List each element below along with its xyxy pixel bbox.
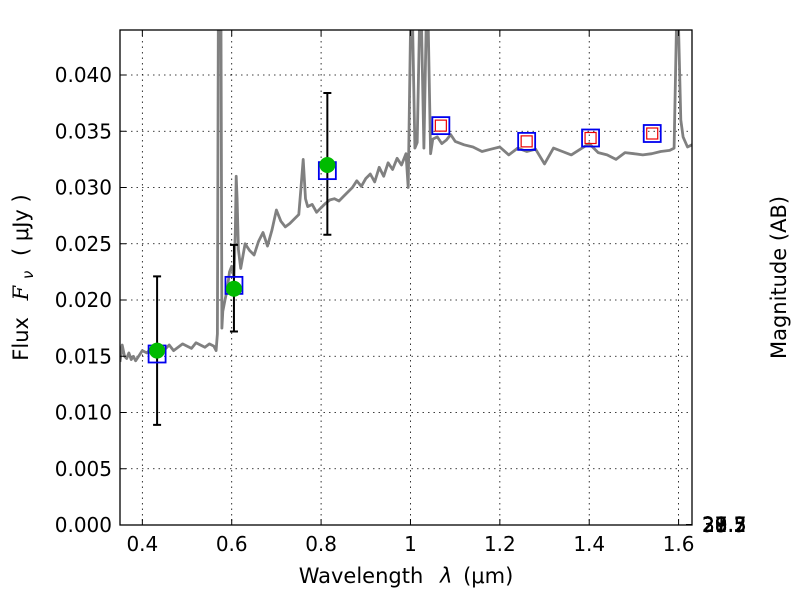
y-tick-label: 0.030 <box>55 176 112 200</box>
model-band-square-inner <box>520 135 533 148</box>
y2-tick-label: 31 <box>702 513 727 537</box>
y-tick-label: 0.010 <box>55 401 112 425</box>
x-tick-label: 1 <box>404 532 417 556</box>
x-tick-label: 1.2 <box>484 532 516 556</box>
plot-area <box>120 30 692 426</box>
y-axis-title-symbol: F <box>9 284 33 301</box>
observed-point <box>225 280 242 297</box>
y-axis-title: Flux F ν ( μJy ) <box>9 194 38 360</box>
y-tick-label: 0.040 <box>55 63 112 87</box>
x-axis-title: Wavelength λ (μm) <box>299 564 514 588</box>
y-tick-label: 0.025 <box>55 232 112 256</box>
model-band-square <box>642 124 662 143</box>
x-tick-label: 1.6 <box>663 532 695 556</box>
model-band-square-inner <box>434 119 447 132</box>
plot-frame <box>119 29 693 526</box>
y2-tick-label: 28.2 <box>702 513 747 537</box>
y2-tick-label: 29 <box>702 513 727 537</box>
model-band-square-inner <box>646 127 659 140</box>
y2-tick-label: 27.5 <box>702 513 747 537</box>
y2-tick-label: 28.5 <box>702 513 747 537</box>
observed-point <box>149 342 166 359</box>
y-tick-label: 0.015 <box>55 344 112 368</box>
y2-tick-label: 30 <box>702 513 727 537</box>
y-tick-label: 0.020 <box>55 288 112 312</box>
x-tick-label: 0.8 <box>305 532 337 556</box>
y2-tick-label: 29.5 <box>702 513 747 537</box>
observed-point <box>319 157 336 173</box>
y-tick-label: 0.000 <box>55 513 112 537</box>
x-axis-title-symbol: λ <box>439 564 452 588</box>
y-axis-title-unit: ( μJy ) <box>9 194 33 256</box>
y-axis-title-subscript: ν <box>19 271 37 279</box>
y2-tick-label: 28 <box>702 513 727 537</box>
model-band-square <box>581 128 600 148</box>
y-axis-title-text: Flux <box>9 317 33 361</box>
model-band-square <box>431 116 451 136</box>
y-tick-label: 0.035 <box>55 119 112 143</box>
y2-axis-title: Magnitude (AB) <box>767 196 791 359</box>
model-band-square <box>517 131 537 151</box>
x-axis-title-unit: (μm) <box>463 564 513 588</box>
x-tick-label: 0.6 <box>216 532 248 556</box>
model-band-square-inner <box>584 131 597 145</box>
y2-tick-label: 27.3 <box>702 513 747 537</box>
y2-tick-label: 27.7 <box>702 513 747 537</box>
x-tick-label: 1.4 <box>573 532 605 556</box>
x-axis-title-text: Wavelength <box>299 564 424 588</box>
x-tick-label: 0.4 <box>126 532 158 556</box>
axes: 0.4 0.6 0.8 1 1.2 1.4 1.6 0.000 0.005 0.010 0.015 0… <box>55 30 747 556</box>
y-tick-label: 0.005 <box>55 457 112 481</box>
